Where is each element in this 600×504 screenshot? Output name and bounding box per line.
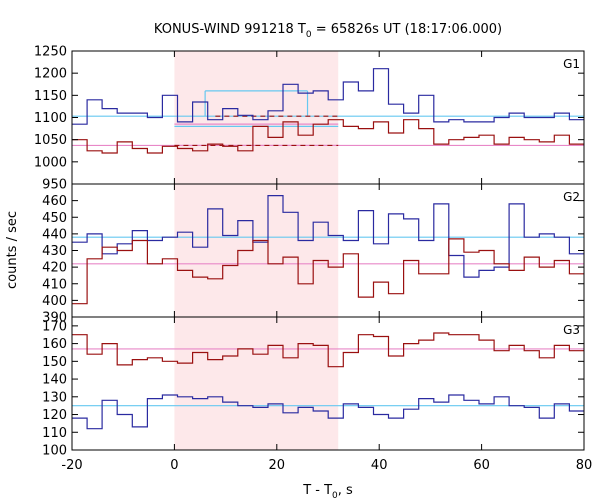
x-tick-label: 80 [576, 458, 593, 473]
y-tick-label: 110 [42, 426, 67, 441]
y-tick-label: 130 [42, 390, 67, 405]
series-g1-blue [72, 68, 584, 125]
y-tick-label: 1250 [34, 45, 67, 60]
x-tick-label: 40 [371, 458, 388, 473]
panel-frame [71, 316, 585, 451]
y-tick-label: 150 [42, 355, 67, 370]
y-tick-label: 390 [42, 311, 67, 326]
panel-data [72, 332, 584, 430]
series-g2-red [72, 238, 584, 305]
panel-g1: 950 1000 1050 1100 1150 1200 1250 G1 [34, 45, 585, 193]
series-g2-blue [72, 195, 584, 278]
panel-label: G3 [563, 323, 580, 337]
y-tick-label: 1050 [34, 133, 67, 148]
chart-title-subscript: 0 [306, 30, 312, 40]
y-tick-label: 400 [42, 294, 67, 309]
shaded-interval [174, 184, 339, 317]
y-tick-label: 440 [42, 227, 67, 242]
x-axis-title-prefix: T - T [302, 483, 332, 498]
series-g3-blue [72, 394, 584, 430]
y-tick-label: 140 [42, 373, 67, 388]
y-tick-label: 1000 [34, 155, 67, 170]
y-tick-label: 410 [42, 277, 67, 292]
x-tick-label: -20 [61, 458, 82, 473]
series-g1-red [72, 119, 584, 154]
y-tick-label: 1100 [34, 111, 67, 126]
y-axis-title: counts / sec [5, 211, 20, 289]
y-tick-label: 1200 [34, 67, 67, 82]
y-tick-label: 420 [42, 261, 67, 276]
x-tick-label: 60 [473, 458, 490, 473]
x-axis-title: T - T0, s [302, 483, 353, 500]
x-tick-label: 0 [170, 458, 178, 473]
panel-g3: 100 110 120 130 140 150 160 170 G3 [42, 316, 585, 459]
x-tick-label: 20 [269, 458, 286, 473]
y-tick-label: 450 [42, 211, 67, 226]
chart-title-suffix: = 65826s UT (18:17:06.000) [312, 22, 502, 37]
x-axis-title-suffix: , s [338, 483, 353, 498]
y-tick-label: 170 [42, 319, 67, 334]
panel-label: G2 [563, 190, 580, 204]
y-tick-label: 460 [42, 194, 67, 209]
series-g3-red [72, 332, 584, 368]
y-tick-label: 950 [42, 178, 67, 193]
shaded-interval [174, 51, 339, 184]
y-tick-label: 160 [42, 337, 67, 352]
x-axis-title-subscript: 0 [332, 491, 338, 500]
y-tick-label: 120 [42, 408, 67, 423]
panel-data [72, 68, 584, 154]
y-tick-label: 430 [42, 244, 67, 259]
shaded-interval [174, 317, 339, 450]
y-tick-label: 1150 [34, 89, 67, 104]
plot-layer: 950100010501100115012001250G139040041042… [34, 45, 593, 474]
chart-title: KONUS-WIND 991218 T0 = 65826s UT (18:17:… [154, 22, 502, 40]
y-tick-label: 100 [42, 444, 67, 459]
panel-label: G1 [563, 57, 580, 71]
chart-title-prefix: KONUS-WIND 991218 T [154, 22, 306, 37]
panel-data [72, 195, 584, 305]
